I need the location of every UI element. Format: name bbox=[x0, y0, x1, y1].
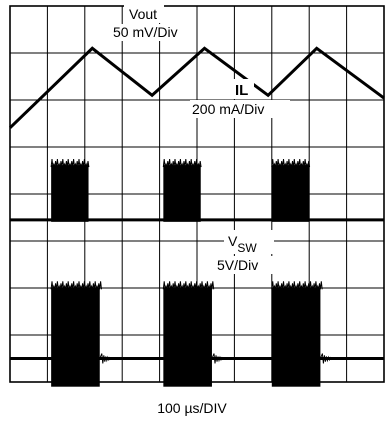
scope-traces bbox=[8, 46, 385, 387]
vsw-scale-bg bbox=[214, 256, 274, 274]
vout-trace bbox=[8, 46, 385, 129]
il-scale: 200 mA/Div bbox=[192, 101, 264, 117]
trace-labels: Vout 50 mV/Div IL 200 mA/Div VSW 5V/Div … bbox=[110, 5, 290, 416]
vsw-burst bbox=[271, 287, 321, 387]
vsw-ringing bbox=[319, 353, 338, 364]
vout-label: Vout bbox=[129, 6, 157, 22]
vsw-burst-spikes bbox=[162, 281, 215, 290]
vsw-burst bbox=[51, 287, 100, 387]
il-scale-bg bbox=[190, 100, 290, 118]
vout-scale: 50 mV/Div bbox=[113, 24, 178, 40]
x-axis-label: 100 µs/DIV bbox=[157, 400, 227, 416]
vsw-label-sub: SW bbox=[237, 241, 257, 255]
vsw-ringing bbox=[99, 353, 117, 364]
vsw-burst bbox=[163, 287, 212, 387]
il-burst bbox=[271, 165, 310, 222]
il-label-bg bbox=[232, 79, 254, 99]
il-burst-spikes bbox=[50, 159, 90, 168]
vsw-burst-spikes bbox=[50, 281, 102, 290]
il-burst-spikes bbox=[162, 159, 202, 168]
vsw-burst-spikes bbox=[271, 281, 323, 290]
vout-scale-bg bbox=[110, 24, 179, 41]
il-burst bbox=[51, 165, 89, 222]
il-label: IL bbox=[235, 82, 248, 99]
vsw-label-bg bbox=[224, 230, 274, 254]
vsw-scale: 5V/Div bbox=[217, 257, 258, 273]
vsw-label: VSW bbox=[228, 233, 257, 255]
vout-label-bg bbox=[124, 5, 164, 23]
vsw-label-main: V bbox=[228, 233, 238, 249]
vsw-ringing bbox=[211, 353, 230, 364]
il-burst bbox=[163, 165, 201, 222]
il-burst-spikes bbox=[271, 159, 311, 168]
